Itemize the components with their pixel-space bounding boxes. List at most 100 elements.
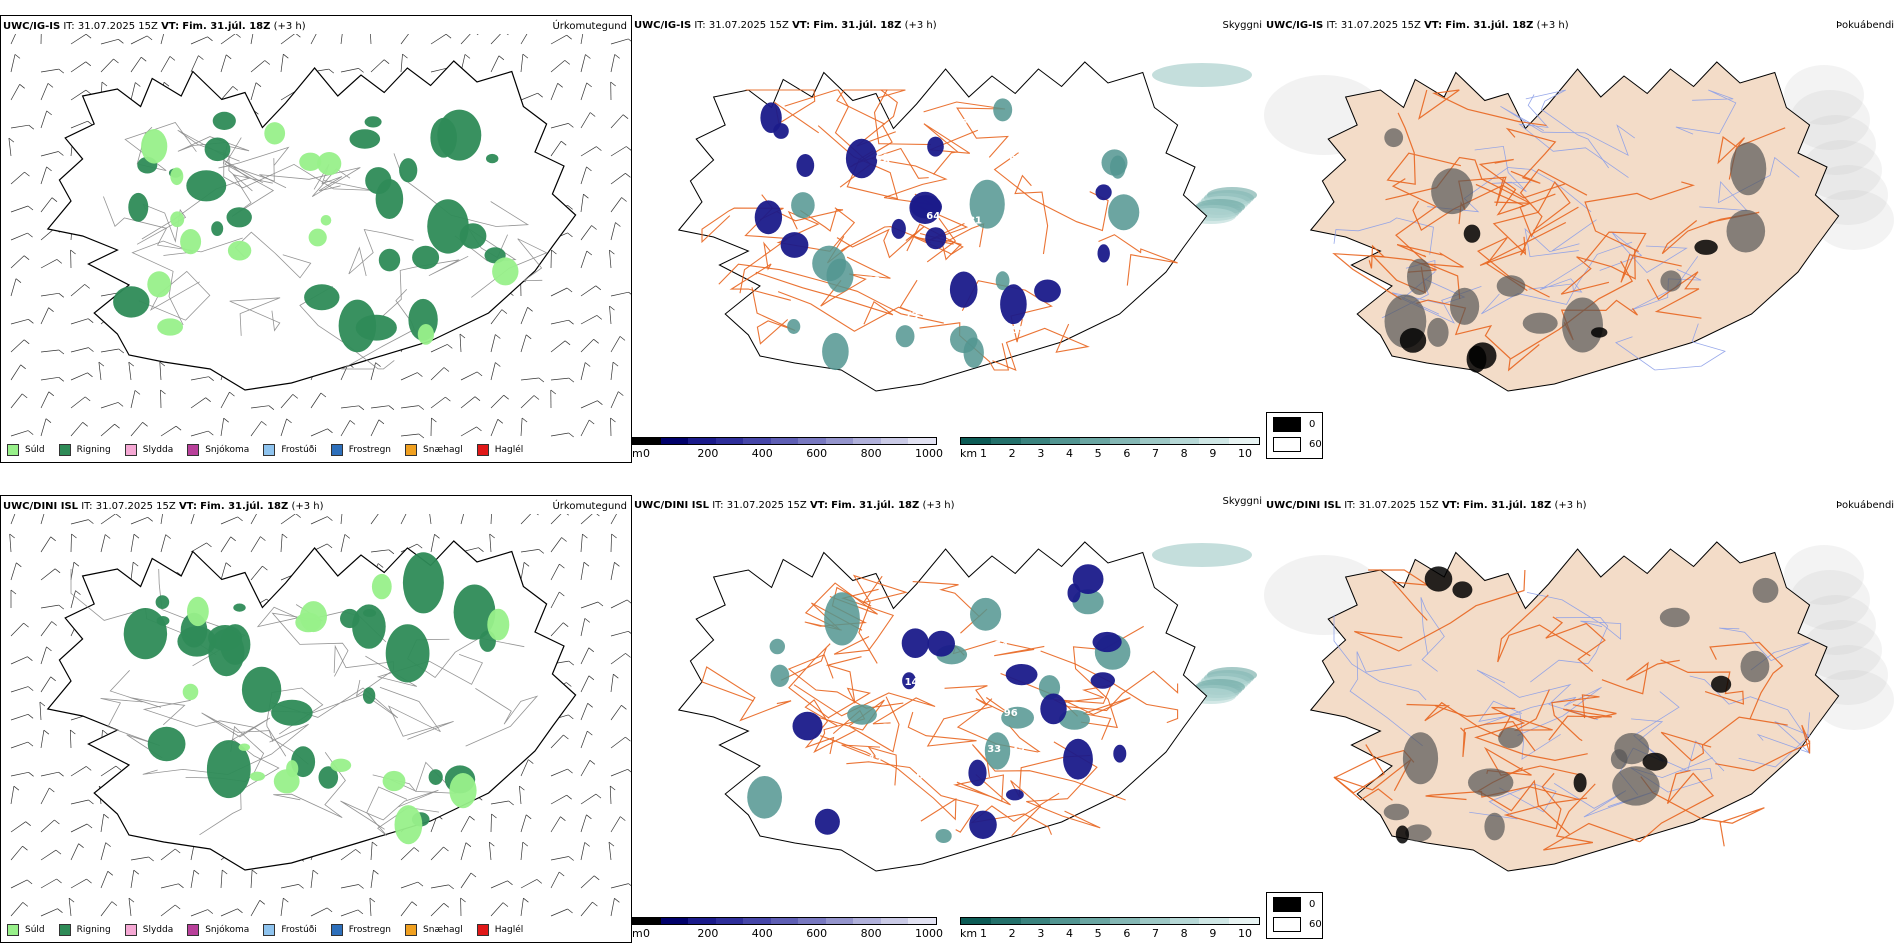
wind-barb: [610, 562, 615, 581]
colorbar-segment: [743, 438, 771, 444]
road-line: [1548, 704, 1617, 741]
wind-barb: [610, 114, 624, 129]
wind-barb: [498, 55, 505, 61]
road-line: [1660, 659, 1745, 705]
legend-label: Frostúði: [281, 925, 317, 935]
legend-swatch: [187, 444, 200, 456]
wind-barb: [506, 34, 509, 36]
road-line: [820, 735, 957, 822]
wind-barb: [563, 734, 569, 740]
field-patch: [1095, 184, 1112, 201]
wind-barb: [610, 705, 622, 721]
wind-barb: [39, 701, 42, 721]
legend-item: Snæhagl: [405, 924, 463, 936]
wind-barb: [369, 897, 376, 903]
road-line: [1349, 651, 1423, 747]
field-patch: [1006, 789, 1024, 801]
fog-haze: [1802, 620, 1882, 680]
wind-barb: [587, 730, 593, 736]
wind-barb: [130, 856, 149, 861]
colorbar-segment: [660, 918, 689, 924]
road-line: [804, 586, 872, 631]
road-line: [1333, 217, 1434, 255]
colorbar-unit: m: [632, 927, 643, 940]
wind-barb: [100, 534, 106, 553]
wind-barb: [220, 418, 225, 437]
wind-barb: [580, 225, 592, 241]
wind-barb: [443, 903, 450, 908]
field-patch: [1001, 706, 1034, 729]
wind-barb: [580, 194, 584, 213]
colorbar-segment: [1080, 438, 1110, 444]
road-line: [1014, 174, 1049, 255]
wind-barb: [371, 841, 378, 847]
wind-barb: [105, 842, 111, 847]
wind-barb: [568, 714, 574, 720]
field-patch: [412, 245, 440, 270]
wind-barb: [58, 377, 65, 382]
wind-barb: [588, 419, 595, 425]
wind-barb: [357, 909, 364, 915]
road-line: [923, 101, 1009, 158]
cloud-base-label: 47: [1036, 131, 1050, 142]
colorbar-tick: 6: [1123, 927, 1131, 940]
wind-barb: [190, 542, 207, 553]
wind-barb: [476, 34, 479, 36]
wind-barb: [130, 422, 143, 437]
wind-barb: [98, 361, 105, 367]
wind-barb: [45, 418, 52, 423]
wind-barb: [24, 171, 30, 177]
wind-barb: [100, 814, 105, 833]
wind-barb: [447, 344, 453, 349]
road-line: [836, 89, 931, 146]
fog-streak: [1152, 543, 1252, 567]
wind-barb: [169, 56, 176, 61]
wind-barb: [22, 902, 29, 907]
panel-header: UWC/IG-IS IT: 31.07.2025 15Z VT: Fim. 31…: [634, 20, 937, 31]
wind-barb: [610, 222, 616, 241]
wind-barb: [520, 307, 528, 325]
wind-barb: [474, 396, 481, 401]
wind-barb: [608, 842, 612, 861]
wind-barb: [615, 222, 621, 227]
road-line: [1386, 112, 1462, 185]
wind-barb: [560, 140, 567, 146]
wind-barb: [580, 362, 586, 381]
wind-barb: [564, 60, 571, 65]
road-line: [1503, 772, 1588, 830]
wind-barb: [460, 816, 470, 833]
wind-barb: [221, 869, 228, 875]
wind-barb: [610, 653, 626, 665]
wind-barb: [566, 682, 572, 687]
road-line: [1719, 627, 1810, 671]
wind-barb: [85, 61, 92, 67]
road-line: [1480, 686, 1602, 736]
wind-barb: [190, 397, 206, 409]
colorbar-tick: 9: [1209, 447, 1217, 460]
wind-barb: [609, 305, 615, 311]
fog-legend: 0 60: [1266, 892, 1323, 939]
wind-barb: [610, 599, 628, 609]
wind-barb: [588, 647, 595, 653]
field-patch: [318, 766, 339, 789]
field-patch: [211, 221, 224, 237]
field-patch: [241, 666, 282, 713]
wind-barb: [230, 536, 236, 542]
colorbar-tick: 9: [1209, 927, 1217, 940]
wind-barb: [207, 909, 214, 914]
field-patch: [1642, 752, 1668, 771]
colorbar-segment: [1229, 438, 1259, 444]
wind-barb: [160, 514, 163, 525]
colorbar-segment: [1109, 438, 1140, 444]
field-patch: [1384, 128, 1404, 148]
wind-barb: [476, 371, 483, 377]
wind-barb: [310, 34, 317, 45]
wind-barb: [70, 372, 88, 381]
colorbar-segment: [853, 438, 881, 444]
wind-barb: [10, 713, 29, 721]
road-line: [1709, 641, 1784, 720]
wind-barb: [70, 878, 87, 889]
wind-barb: [280, 394, 294, 409]
road-line: [1420, 597, 1445, 672]
wind-barb: [490, 880, 508, 889]
